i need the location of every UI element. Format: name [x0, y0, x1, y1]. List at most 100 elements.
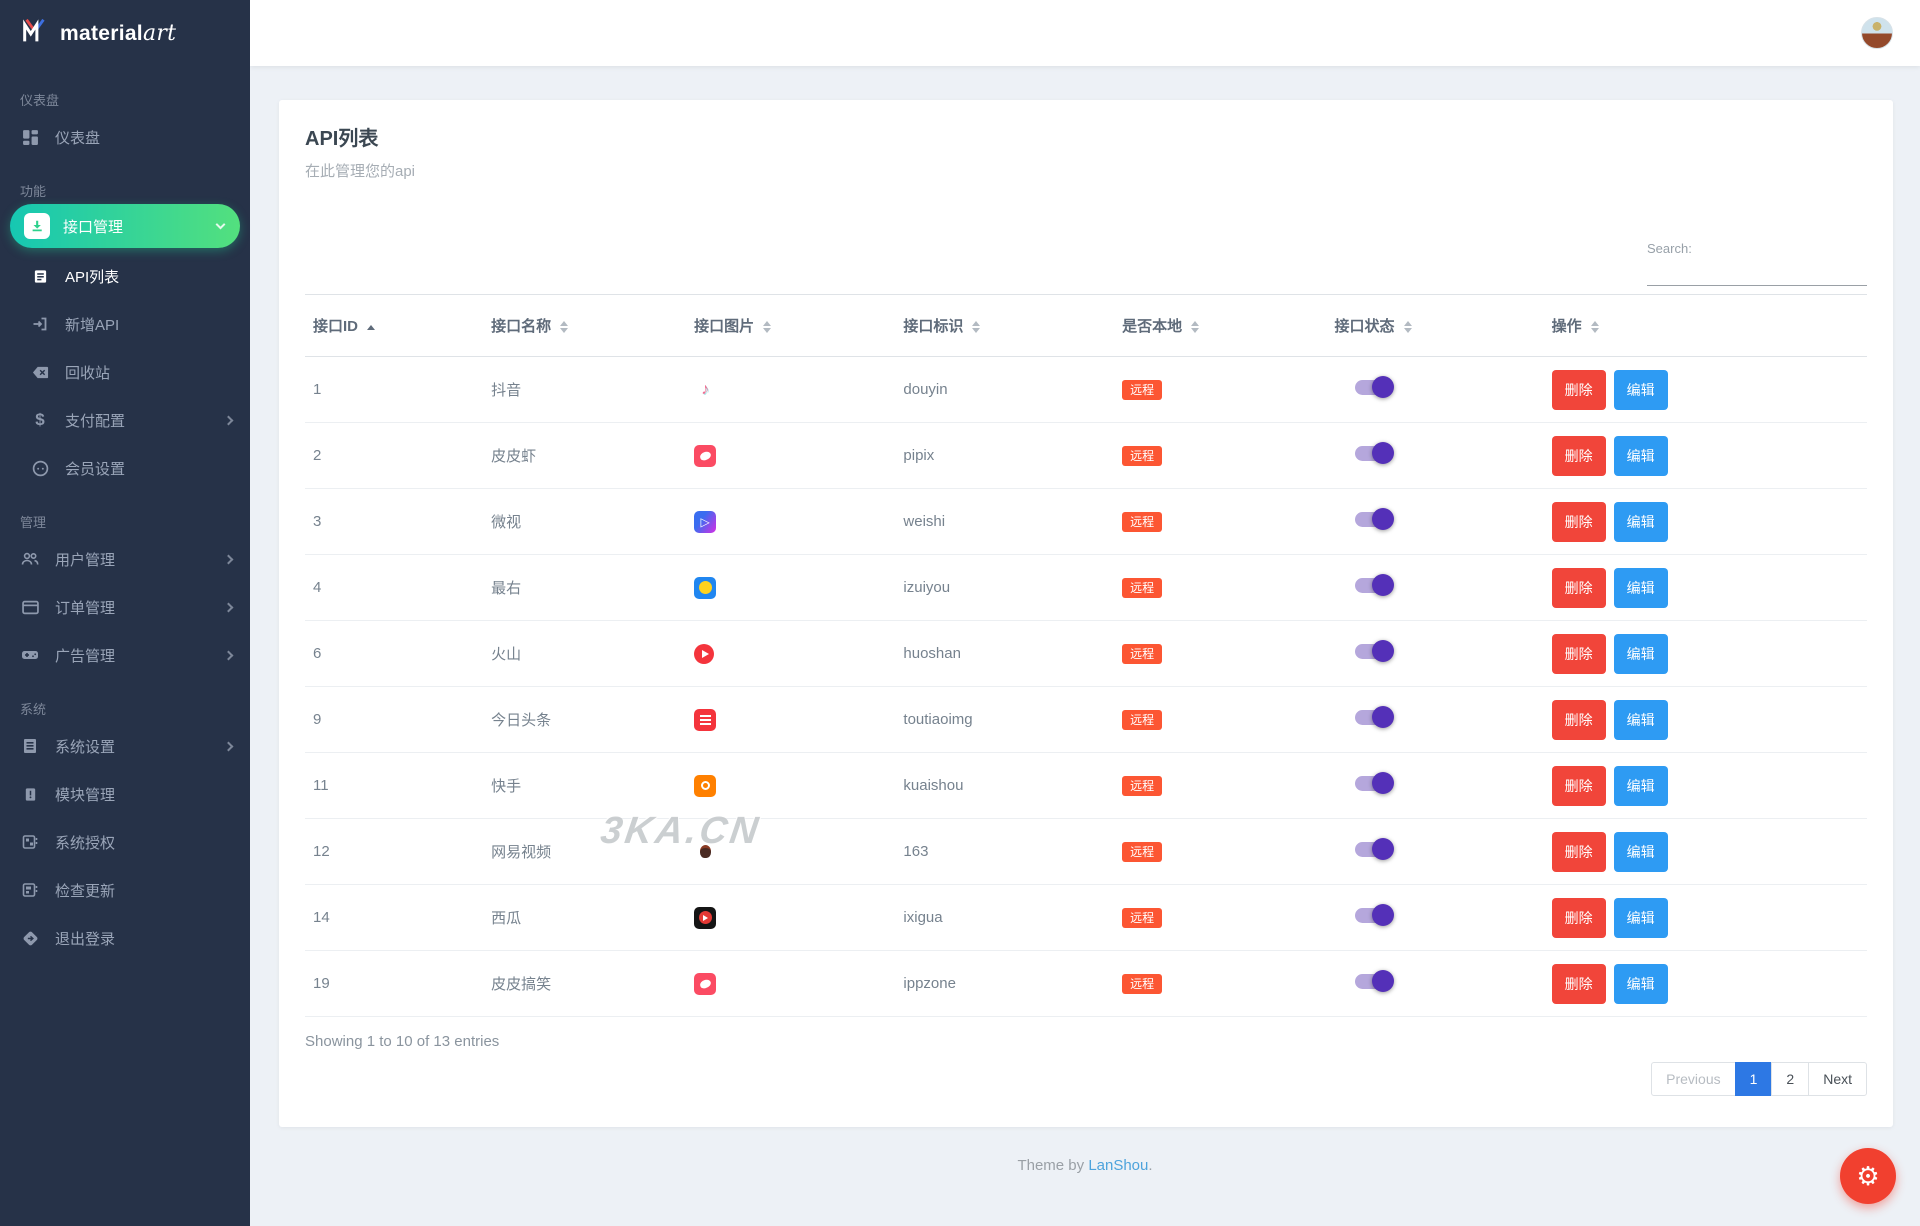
sidebar-nav: 仪表盘 仪表盘 功能 接口管理	[0, 66, 250, 962]
column-header-actions[interactable]: 操作	[1543, 294, 1867, 357]
section-label-dashboard: 仪表盘	[20, 93, 60, 108]
pagination-page-1[interactable]: 1	[1734, 1062, 1773, 1096]
status-toggle[interactable]	[1354, 772, 1394, 794]
delete-button[interactable]: 删除	[1551, 633, 1606, 674]
chevron-down-icon	[215, 219, 226, 230]
remote-badge: 远程	[1122, 973, 1163, 994]
chevron-right-icon	[223, 602, 234, 612]
recycle-icon	[30, 362, 50, 382]
column-header-status[interactable]: 接口状态	[1326, 294, 1544, 357]
sidebar-item-orders[interactable]: 订单管理	[0, 583, 250, 631]
status-toggle[interactable]	[1354, 574, 1394, 596]
edit-button[interactable]: 编辑	[1613, 897, 1668, 938]
footer-theme-link[interactable]: LanShou	[1088, 1157, 1149, 1174]
table-row: 12 网易视频 163 远程 删除 编辑	[305, 818, 1867, 885]
remote-badge: 远程	[1122, 445, 1163, 466]
status-toggle[interactable]	[1354, 640, 1394, 662]
edit-button[interactable]: 编辑	[1613, 567, 1668, 608]
table-row: 1 抖音 ♪ douyin 远程 删除 编辑	[305, 356, 1867, 423]
edit-button[interactable]: 编辑	[1613, 435, 1668, 476]
sidebar-item-module[interactable]: 模块管理	[0, 770, 250, 818]
status-toggle[interactable]	[1354, 970, 1394, 992]
api-id: 3	[305, 488, 484, 555]
edit-button[interactable]: 编辑	[1613, 369, 1668, 410]
status-toggle[interactable]	[1354, 838, 1394, 860]
column-header-id[interactable]: 接口ID	[305, 294, 484, 357]
sidebar-item-logout[interactable]: 退出登录	[0, 914, 250, 962]
delete-button[interactable]: 删除	[1551, 963, 1606, 1004]
sidebar-item-check-update[interactable]: 检查更新	[0, 866, 250, 914]
search-input[interactable]	[1647, 262, 1867, 286]
delete-button[interactable]: 删除	[1551, 369, 1606, 410]
sort-asc-icon	[367, 324, 376, 330]
sidebar-item-system-settings[interactable]: 系统设置	[0, 722, 250, 770]
sidebar-item-label: 检查更新	[55, 882, 116, 900]
delete-button[interactable]: 删除	[1551, 501, 1606, 542]
remote-badge: 远程	[1122, 643, 1163, 664]
column-header-local[interactable]: 是否本地	[1114, 294, 1327, 357]
api-slug: ippzone	[895, 950, 1115, 1017]
delete-button[interactable]: 删除	[1551, 435, 1606, 476]
api-name: 火山	[483, 620, 687, 687]
sort-icon	[972, 321, 981, 334]
settings-fab[interactable]: ⚙	[1840, 1148, 1896, 1204]
sidebar-item-label: 新增API	[65, 316, 120, 334]
api-slug: kuaishou	[895, 752, 1115, 819]
api-slug: 163	[895, 818, 1115, 885]
topbar	[250, 0, 1920, 66]
delete-button[interactable]: 删除	[1551, 897, 1606, 938]
delete-button[interactable]: 删除	[1551, 831, 1606, 872]
status-toggle[interactable]	[1354, 706, 1394, 728]
chevron-right-icon	[223, 650, 234, 660]
section-label-manage: 管理	[20, 515, 47, 530]
sidebar-item-label: API列表	[65, 268, 120, 286]
pagination-previous[interactable]: Previous	[1651, 1062, 1736, 1096]
sidebar-item-add-api[interactable]: 新增API	[0, 300, 250, 348]
sidebar-item-recycle[interactable]: 回收站	[0, 348, 250, 396]
brand-logo[interactable]: materialart	[0, 0, 250, 66]
sidebar-item-payment[interactable]: $ 支付配置	[0, 396, 250, 444]
status-toggle[interactable]	[1354, 376, 1394, 398]
pagination-next[interactable]: Next	[1808, 1062, 1867, 1096]
user-avatar[interactable]	[1861, 17, 1893, 49]
status-toggle[interactable]	[1354, 442, 1394, 464]
sidebar-item-member[interactable]: 会员设置	[0, 444, 250, 492]
sidebar-item-license[interactable]: 系统授权	[0, 818, 250, 866]
pagination-page-2[interactable]: 2	[1771, 1062, 1810, 1096]
edit-button[interactable]: 编辑	[1613, 699, 1668, 740]
edit-button[interactable]: 编辑	[1613, 765, 1668, 806]
table-row: 9 今日头条 toutiaoimg 远程 删除 编辑	[305, 686, 1867, 753]
sidebar-item-users[interactable]: 用户管理	[0, 535, 250, 583]
dashboard-icon	[20, 127, 40, 147]
sidebar-item-api-list[interactable]: API列表	[0, 252, 250, 300]
column-header-name[interactable]: 接口名称	[483, 294, 687, 357]
sidebar-item-api-manage[interactable]: 接口管理	[10, 204, 240, 248]
edit-button[interactable]: 编辑	[1613, 633, 1668, 674]
api-name: 快手	[483, 752, 687, 819]
sidebar-item-ads[interactable]: 广告管理	[0, 631, 250, 679]
api-slug: izuiyou	[895, 554, 1115, 621]
table-row: 4 最右 izuiyou 远程 删除 编辑	[305, 554, 1867, 621]
module-icon	[20, 784, 40, 804]
delete-button[interactable]: 删除	[1551, 567, 1606, 608]
remote-badge: 远程	[1122, 775, 1163, 796]
sidebar-item-label: 系统设置	[55, 738, 116, 756]
chevron-right-icon	[223, 415, 234, 425]
sidebar-item-label: 仪表盘	[55, 129, 101, 147]
kuaishou-app-icon	[694, 774, 717, 797]
status-toggle[interactable]	[1354, 508, 1394, 530]
sidebar-item-dashboard[interactable]: 仪表盘	[0, 113, 250, 161]
edit-button[interactable]: 编辑	[1613, 963, 1668, 1004]
edit-button[interactable]: 编辑	[1613, 501, 1668, 542]
column-header-image[interactable]: 接口图片	[686, 294, 896, 357]
delete-button[interactable]: 删除	[1551, 699, 1606, 740]
brand-m-icon	[20, 16, 50, 51]
sort-icon	[763, 321, 772, 334]
column-header-slug[interactable]: 接口标识	[895, 294, 1115, 357]
search-label: Search:	[1647, 241, 1692, 256]
delete-button[interactable]: 删除	[1551, 765, 1606, 806]
sidebar-item-label: 模块管理	[55, 786, 116, 804]
edit-button[interactable]: 编辑	[1613, 831, 1668, 872]
api-name: 最右	[483, 554, 687, 621]
status-toggle[interactable]	[1354, 904, 1394, 926]
